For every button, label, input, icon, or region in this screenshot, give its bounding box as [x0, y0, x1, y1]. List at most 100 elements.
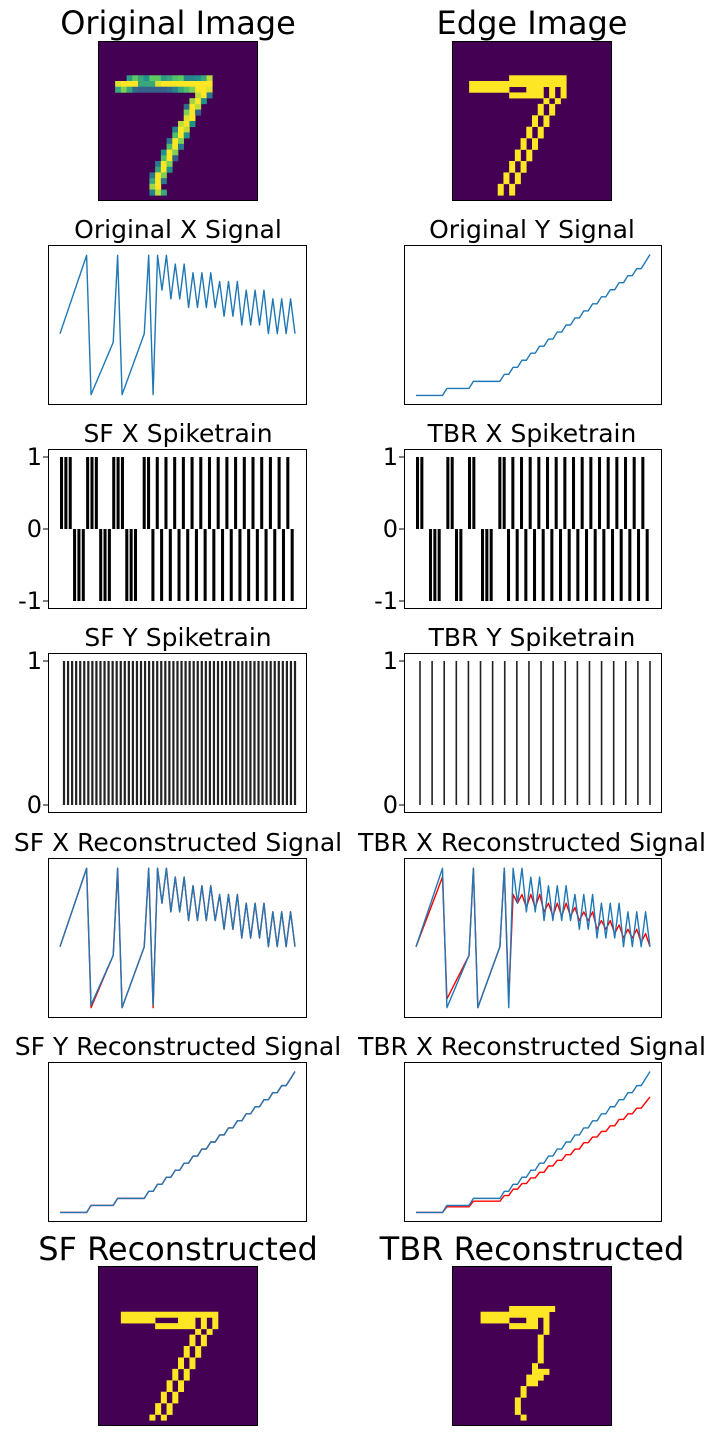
tbr_x_spikes-spike-bar — [468, 457, 472, 529]
tbr_x_spikes-spike-bar — [598, 457, 602, 529]
orig_img-pixel — [160, 75, 167, 82]
edge_img-pixel — [503, 172, 510, 179]
orig_img-pixel — [149, 172, 156, 179]
tbr_y_recon-panel: TBR X Reconstructed Signal — [357, 1032, 706, 1222]
orig_img-pixel — [143, 75, 150, 82]
tbr_y_spikes-panel: TBR Y Spiketrain 1 0 — [383, 623, 662, 819]
tbr_x_recon-panel: TBR X Reconstructed Signal — [357, 828, 706, 1018]
orig_img-pixel — [195, 75, 202, 82]
edge_img-pixel — [509, 75, 567, 82]
orig_img-pixel — [166, 149, 173, 156]
sf_recon_img-pixel — [183, 1346, 190, 1353]
tbr_x_spikes-spike-bar — [619, 529, 623, 601]
edge_img-pixel — [509, 166, 516, 173]
tbr_x_spikes-spike-bar — [637, 529, 641, 601]
tbr_x_spikes-spike-bar — [446, 457, 450, 529]
orig_img-pixel — [172, 149, 179, 156]
edge_img-pixel — [526, 155, 533, 162]
edge_img-pixel — [509, 92, 544, 99]
orig_img-pixel — [166, 143, 173, 150]
sf_recon_img-pixel — [200, 1317, 207, 1324]
sf_x_spikes-spike-bar — [216, 457, 220, 529]
sf_recon_img-pixel — [178, 1386, 185, 1393]
sf_x_spikes-spike-bar — [94, 457, 98, 529]
orig_img-pixel — [200, 92, 207, 99]
orig_y-title: Original Y Signal — [429, 215, 635, 244]
tbr_x_spikes-spike-bar — [489, 529, 493, 601]
tbr_recon_img-pixel — [520, 1391, 527, 1398]
sf_x_spikes-spike-bar — [190, 457, 194, 529]
orig_img-pixel — [155, 81, 162, 88]
sf_x_spikes-spike-bar — [268, 457, 272, 529]
tbr_recon_img-background — [452, 1266, 612, 1426]
sf_x_spikes-spike-bar — [142, 457, 146, 529]
tbr_recon_img-title: TBR Reconstructed — [379, 1230, 685, 1268]
tbr_x_recon-title: TBR X Reconstructed Signal — [357, 828, 706, 857]
orig_img-pixel — [172, 155, 179, 162]
sf_x_spikes-spike-bar — [116, 457, 120, 529]
sf_x_recon-series-line-1 — [59, 867, 296, 1009]
orig_img-pixel — [149, 75, 156, 82]
edge_img-frame — [452, 41, 612, 201]
sf_x_spikes-spike-bar — [277, 457, 281, 529]
tbr_x_spikes-spike-bar — [450, 457, 454, 529]
tbr_recon_img-pixel — [537, 1357, 544, 1364]
tbr_x_spikes-spike-bar — [455, 529, 459, 601]
tbr_x_spikes-spike-bar — [524, 529, 528, 601]
sf_recon_img-pixel — [200, 1323, 207, 1330]
orig_img-pixel — [178, 75, 185, 82]
tbr_x_spikes-spike-bar — [546, 457, 550, 529]
orig_img-pixel — [166, 81, 173, 88]
sf_recon_img-pixel — [212, 1323, 219, 1330]
sf_x_spikes-spike-bar — [133, 529, 138, 601]
sf_x_spikes-spike-bar — [147, 457, 151, 529]
sf_y_recon-series-line-0 — [60, 1071, 296, 1214]
edge_img-pixel — [532, 138, 539, 145]
tbr_x_spikes-spike-bar — [420, 457, 424, 529]
orig_img-pixel — [160, 149, 167, 156]
orig_img-pixel — [178, 126, 185, 133]
tbr_recon_img-pixel — [532, 1368, 550, 1375]
edge_img-pixel — [537, 109, 544, 116]
orig_img-pixel — [172, 75, 179, 82]
sf_recon_img-pixel — [172, 1391, 179, 1398]
orig_img-pixel — [206, 81, 213, 88]
tbr_x_spikes-spike-bar — [533, 529, 537, 601]
tbr_x_spikes-spike-bar — [615, 457, 619, 529]
orig_img-pixel — [189, 75, 196, 82]
orig_img-pixel — [200, 81, 207, 88]
tbr_recon_img-pixel — [514, 1397, 521, 1404]
sf_recon_img-pixel — [155, 1323, 196, 1330]
tbr_x_spikes-spike-bar — [554, 457, 558, 529]
orig_img-pixel — [160, 81, 167, 88]
sf_recon_img-pixel — [160, 1397, 167, 1404]
sf_x_recon-frame — [48, 858, 307, 1018]
orig_img-pixel — [195, 81, 202, 88]
edge_img-pixel — [526, 86, 544, 93]
sf_y_recon-panel: SF Y Reconstructed Signal — [15, 1032, 341, 1222]
orig_img-pixel — [132, 86, 139, 93]
tbr_y_spikes-ytick-label: 0 — [383, 791, 398, 819]
sf_x_spikes-spike-bar — [64, 457, 68, 529]
tbr_x_spikes-spike-bar — [507, 529, 511, 601]
edge_img-pixel — [514, 172, 521, 179]
orig_img-pixel — [155, 166, 162, 173]
sf_x_spikes-panel: SF X Spiketrain 1 0 -1 — [18, 419, 307, 615]
orig_img-pixel — [189, 81, 196, 88]
edge_img-pixel — [532, 115, 539, 122]
orig_img-pixel — [166, 86, 173, 93]
orig_img-pixel — [183, 115, 190, 122]
edge_img-pixel — [514, 149, 521, 156]
tbr_recon_img-panel: TBR Reconstructed — [379, 1230, 685, 1426]
edge_img-pixel — [520, 166, 527, 173]
tbr_x_spikes-spike-bar — [576, 529, 580, 601]
orig_img-pixel — [160, 155, 167, 162]
sf_x_spikes-spike-bar — [160, 529, 164, 601]
sf_x_spikes-spike-bar — [255, 529, 259, 601]
sf_x_spikes-spike-bar — [221, 529, 225, 601]
orig_img-pixel — [172, 138, 179, 145]
sf_x_spikes-spike-bar — [207, 457, 212, 529]
tbr_y_spikes-frame — [404, 653, 662, 813]
sf_x_recon-title: SF X Reconstructed Signal — [14, 828, 342, 857]
edge_img-pixel — [537, 126, 544, 133]
